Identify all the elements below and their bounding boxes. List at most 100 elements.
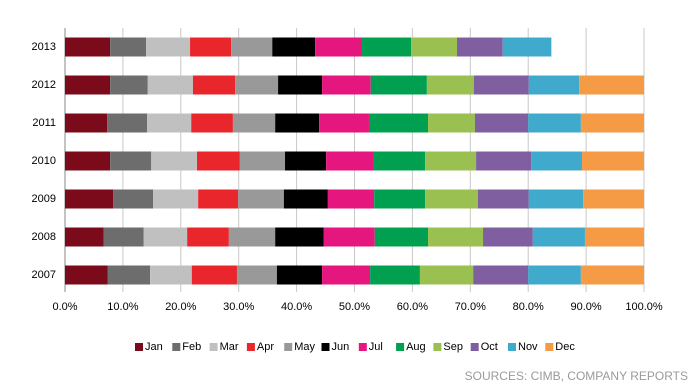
bar-segment (473, 75, 529, 95)
legend-label: Sep (443, 341, 463, 353)
bar-segment (198, 189, 239, 209)
bar-segment (275, 227, 324, 247)
x-tick-label: 100.0% (625, 301, 663, 313)
bar-segment (579, 75, 644, 95)
x-tick-label: 90.0% (570, 301, 601, 313)
bar-segment (323, 227, 375, 247)
bar-segment (153, 189, 199, 209)
bar-segment (238, 189, 284, 209)
bar-segment (528, 265, 581, 285)
x-tick-label: 60.0% (397, 301, 428, 313)
bar-segment (476, 151, 532, 171)
x-tick-label: 40.0% (281, 301, 312, 313)
bar-segment (362, 37, 412, 57)
bar-segment (278, 75, 323, 95)
bar-segment (582, 151, 644, 171)
bar-segment (103, 227, 144, 247)
bar-segment (110, 37, 147, 57)
bar-segment (327, 189, 375, 209)
bar-segment (374, 227, 429, 247)
bar-segment (580, 265, 644, 285)
y-tick-label: 2008 (32, 231, 56, 243)
bar-segment (370, 265, 420, 285)
legend-swatch (545, 343, 554, 351)
legend-label: Feb (182, 341, 201, 353)
bar-segment (197, 151, 240, 171)
bar-segment (65, 227, 104, 247)
bar-segment (235, 75, 279, 95)
bar-segment (456, 37, 503, 57)
bar-segment (528, 113, 581, 133)
bar-segment (276, 265, 323, 285)
x-tick-label: 0.0% (52, 301, 77, 313)
legend-swatch (172, 343, 181, 351)
bar-segment (283, 189, 328, 209)
legend-label: Nov (518, 341, 538, 353)
bar-segment (315, 37, 363, 57)
bar-segment (107, 113, 148, 133)
bar-segment (232, 113, 276, 133)
bar-segment (191, 265, 237, 285)
bar-segment (190, 37, 232, 57)
legend-label: Oct (481, 341, 498, 353)
bar-segment (428, 113, 475, 133)
legend-label: Mar (220, 341, 239, 353)
bar-segment (373, 151, 426, 171)
bar-segment (150, 265, 192, 285)
legend-swatch (433, 343, 442, 351)
y-tick-label: 2007 (32, 269, 56, 281)
legend-swatch (321, 343, 330, 351)
bar-segment (65, 37, 111, 57)
bar-segment (228, 227, 276, 247)
bar-segment (192, 75, 236, 95)
bar-segment (531, 151, 583, 171)
legend-label: Jul (369, 341, 383, 353)
y-tick-label: 2013 (32, 41, 56, 53)
legend-swatch (396, 343, 405, 351)
bar-segment (107, 265, 151, 285)
bar-segment (236, 265, 277, 285)
bar-segment (65, 113, 108, 133)
bar-segment (187, 227, 229, 247)
legend-swatch (209, 343, 218, 351)
y-tick-label: 2010 (32, 155, 56, 167)
legend-label: Jan (145, 341, 163, 353)
bar-segment (428, 227, 484, 247)
bar-segment (65, 265, 108, 285)
bar-segment (368, 113, 429, 133)
bar-segment (580, 113, 644, 133)
bar-segment (110, 75, 148, 95)
bar-segment (322, 265, 371, 285)
bar-segment (419, 265, 474, 285)
bar-segment (239, 151, 286, 171)
bar-segment (272, 37, 316, 57)
bar-segment (326, 151, 374, 171)
bar-segment (146, 37, 191, 57)
legend-label: Aug (406, 341, 426, 353)
bar-segment (143, 227, 188, 247)
bar-segment (528, 75, 580, 95)
legend-swatch (470, 343, 479, 351)
legend-label: May (294, 341, 315, 353)
bar-segment (110, 151, 152, 171)
legend-label: Dec (555, 341, 575, 353)
y-tick-label: 2009 (32, 193, 56, 205)
bar-segment (147, 113, 192, 133)
legend-label: Apr (257, 341, 274, 353)
bar-segment (426, 75, 474, 95)
bar-segment (425, 189, 478, 209)
legend-swatch (246, 343, 255, 351)
bar-segment (473, 265, 529, 285)
bar-segment (502, 37, 552, 57)
legend-swatch (508, 343, 516, 351)
bar-segment (65, 75, 111, 95)
bar-segment (275, 113, 320, 133)
legend-swatch (284, 343, 293, 351)
x-tick-label: 80.0% (513, 301, 544, 313)
bar-segment (322, 75, 371, 95)
legend-label: Jun (332, 341, 350, 353)
bar-segment (584, 227, 644, 247)
bar-segment (65, 189, 114, 209)
bar-segment (474, 113, 529, 133)
